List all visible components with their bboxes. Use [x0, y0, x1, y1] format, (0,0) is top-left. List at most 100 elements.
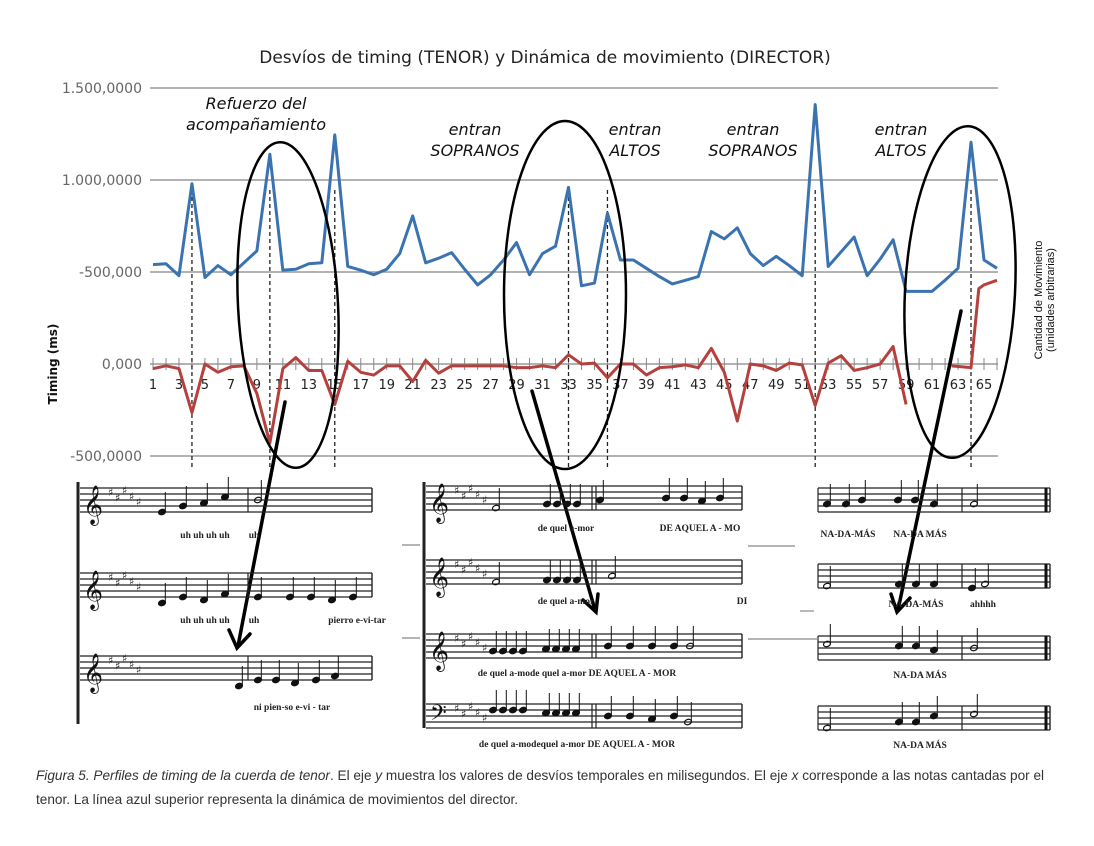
svg-text:♯: ♯: [115, 492, 120, 505]
svg-text:♯: ♯: [108, 571, 113, 584]
svg-text:♯: ♯: [482, 641, 487, 654]
x-tick-label: 39: [638, 378, 655, 393]
y-tick-label: 1.000,0000: [62, 173, 142, 189]
svg-text:𝄞: 𝄞: [429, 483, 449, 524]
svg-text:𝄢: 𝄢: [430, 701, 447, 731]
svg-text:♯: ♯: [136, 495, 141, 508]
x-tick-label: 61: [924, 378, 941, 393]
annotation-altos-1-line1: entran: [609, 120, 662, 139]
highlight-ellipse-2: [502, 119, 628, 471]
svg-text:♯: ♯: [454, 558, 459, 571]
svg-text:♯: ♯: [454, 702, 459, 715]
x-tick-label: 17: [352, 378, 369, 393]
chart-title: Desvíos de timing (TENOR) y Dinámica de …: [259, 48, 831, 68]
lyric: de quel a-mor: [538, 524, 595, 534]
svg-text:♯: ♯: [122, 484, 127, 497]
lyric: de quel a-modequel a-mor DE AQUEL A - MO…: [479, 740, 675, 750]
tenor-timing-line: [152, 345, 908, 445]
x-tick-label: 33: [560, 378, 577, 393]
svg-text:♯: ♯: [122, 652, 127, 665]
svg-text:♯: ♯: [454, 632, 459, 645]
caption-title: Figura 5. Perfiles de timing de la cuerd…: [36, 768, 330, 783]
svg-text:♯: ♯: [475, 636, 480, 649]
figure-caption: Figura 5. Perfiles de timing de la cuerd…: [36, 764, 1076, 812]
annotation-sopranos-1-line1: entran: [449, 120, 502, 139]
x-tick-label: 3: [175, 378, 183, 393]
lyric: ahhhh: [970, 600, 997, 610]
lyric: DI: [737, 597, 748, 607]
svg-text:♯: ♯: [482, 711, 487, 724]
svg-text:♯: ♯: [129, 658, 134, 671]
y2-axis-label-line2: (unidades arbitrarias): [1045, 248, 1057, 352]
x-tick-label: 53: [820, 378, 837, 393]
caption-text-2: muestra los valores de desvíos temporale…: [382, 768, 792, 783]
annotation-refuerzo-line2: acompañamiento: [186, 115, 326, 134]
svg-text:♯: ♯: [129, 490, 134, 503]
svg-text:♯: ♯: [482, 567, 487, 580]
lyric: NA-DA-MÁS: [889, 598, 944, 610]
caption-y-var: y: [375, 768, 383, 783]
svg-text:♯: ♯: [461, 638, 466, 651]
x-tick-label: 35: [586, 378, 603, 393]
y-tick-label: 1.500,0000: [62, 81, 142, 97]
x-tick-label: 63: [950, 378, 967, 393]
y2-axis-label-line1: Cantidad de Movimiento: [1033, 241, 1045, 360]
svg-text:♯: ♯: [461, 708, 466, 721]
annotation-sopranos-2-line1: entran: [727, 120, 780, 139]
x-tick-label: 1: [149, 378, 157, 393]
lyric: pierro e-vi-tar: [328, 616, 386, 626]
caption-x-var: x: [791, 768, 799, 783]
annotation-altos-1-line2: ALTOS: [608, 141, 660, 160]
svg-text:♯: ♯: [108, 486, 113, 499]
tenor-timing-line-end: [951, 278, 998, 370]
x-tick-label: 9: [253, 378, 261, 393]
svg-text:𝄞: 𝄞: [83, 570, 103, 611]
svg-text:♯: ♯: [482, 493, 487, 506]
svg-text:♯: ♯: [454, 484, 459, 497]
x-tick-label: 49: [768, 378, 785, 393]
timing-chart: Desvíos de timing (TENOR) y Dinámica de …: [46, 48, 1057, 751]
svg-text:♯: ♯: [136, 663, 141, 676]
lyric: NA-DA MÁS: [893, 669, 947, 681]
arrow-3: [889, 309, 963, 616]
x-tick-label: 11: [275, 378, 292, 393]
caption-text-3: corresponde a las notas cantadas por el …: [36, 768, 1045, 807]
y-tick-label: -500,000: [79, 265, 142, 281]
x-tick-label: 5: [201, 378, 209, 393]
svg-text:♯: ♯: [108, 654, 113, 667]
svg-text:♯: ♯: [468, 700, 473, 713]
lyric: uh uh uh uh: [180, 531, 230, 541]
svg-text:♯: ♯: [475, 706, 480, 719]
annotation-altos-2-line2: ALTOS: [874, 141, 926, 160]
svg-text:♯: ♯: [475, 562, 480, 575]
highlight-ellipse-3: [903, 124, 1017, 460]
svg-text:♯: ♯: [461, 564, 466, 577]
svg-text:♯: ♯: [475, 488, 480, 501]
annotation-sopranos-2-line2: SOPRANOS: [708, 141, 797, 160]
x-tick-label: 25: [456, 378, 473, 393]
svg-text:♯: ♯: [129, 575, 134, 588]
annotation-sopranos-1-line2: SOPRANOS: [430, 141, 519, 160]
x-tick-label: 57: [872, 378, 889, 393]
svg-text:♯: ♯: [115, 577, 120, 590]
note-markers: [191, 190, 972, 468]
y-axis-ticks: 1.500,0000 1.000,0000 -500,000 0,000 -500,00…: [62, 81, 142, 465]
x-tick-label: 65: [976, 378, 993, 393]
svg-text:♯: ♯: [115, 660, 120, 673]
y-axis-label: Timing (ms): [46, 324, 60, 405]
lyric: de quel a-mode quel a-mor DE AQUEL A - M…: [478, 669, 677, 679]
lyric: NA-DA-MÁS: [821, 528, 876, 540]
lyric: ni pien-so e-vi - tar: [254, 703, 331, 713]
lyric: uh uh uh uh: [180, 616, 230, 626]
x-tick-label: 55: [846, 378, 863, 393]
svg-text:♯: ♯: [468, 556, 473, 569]
lyric: de quel a-mor: [538, 597, 595, 607]
svg-text:𝄞: 𝄞: [83, 485, 103, 526]
lyric: NA-DA MÁS: [893, 528, 947, 540]
arrow-2: [530, 389, 600, 616]
y-tick-label: 0,000: [102, 357, 142, 373]
lyric: NA-DA MÁS: [893, 739, 947, 751]
y-tick-label: -500,0000: [70, 449, 142, 465]
svg-text:♯: ♯: [461, 490, 466, 503]
